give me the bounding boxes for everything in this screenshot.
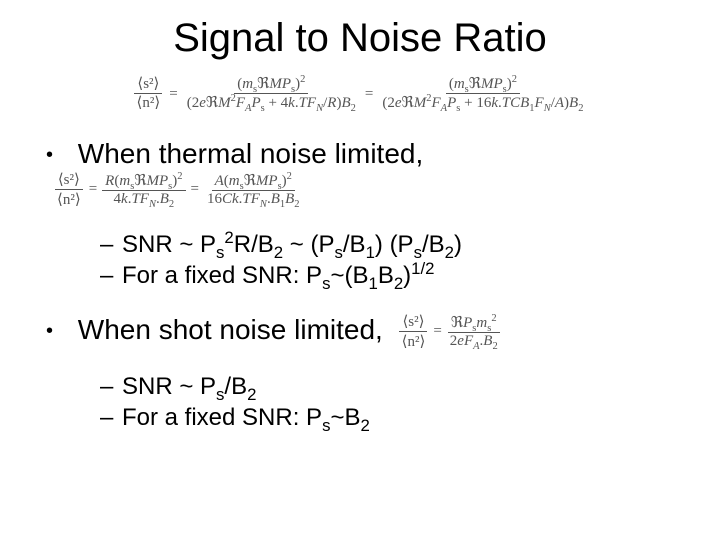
slide: Signal to Noise Ratio ⟨s²⟩ ⟨n²⟩ = (msℜMP… [0,0,720,540]
bullet-shot: When shot noise limited, ⟨s²⟩ ⟨n²⟩ = ℜPs… [46,312,680,432]
thermal-sub-1: SNR ~ Ps2R/B2 ~ (Ps/B1) (Ps/B2) [100,231,680,259]
main-equation: ⟨s²⟩ ⟨n²⟩ = (msℜMPs)2 (2eℜM2FAPs + 4k.TF… [40,75,680,112]
shot-sub-2: For a fixed SNR: Ps~B2 [100,404,680,432]
bullet-list: When thermal noise limited, ⟨s²⟩ ⟨n²⟩ = … [46,138,680,432]
slide-title: Signal to Noise Ratio [40,16,680,61]
shot-sublist: SNR ~ Ps/B2 For a fixed SNR: Ps~B2 [100,373,680,432]
shot-sub-1: SNR ~ Ps/B2 [100,373,680,401]
eq-mid-den: (2eℜM2FAPs + 4k.TFN/R)B2 [184,94,359,112]
eq-lhs-num: ⟨s²⟩ [134,75,162,94]
eq-mid-num: (msℜMPs)2 [234,75,308,94]
thermal-sublist: SNR ~ Ps2R/B2 ~ (Ps/B1) (Ps/B2) For a fi… [100,231,680,290]
bullet-thermal: When thermal noise limited, ⟨s²⟩ ⟨n²⟩ = … [46,138,680,290]
bullet-thermal-text: When thermal noise limited, [78,138,423,169]
shot-equation: ⟨s²⟩ ⟨n²⟩ = ℜPsms2 2eFA.B2 [399,312,501,351]
thermal-equation: ⟨s²⟩ ⟨n²⟩ = R(msℜMPs)2 4k.TFN.B2 = A(msℜ… [54,170,303,209]
bullet-shot-text: When shot noise limited, [78,314,383,345]
eq-right-den: (2eℜM2FAPs + 16k.TCB1FN/A)B2 [379,94,586,112]
eq-right-num: (msℜMPs)2 [446,75,520,94]
eq-lhs-den: ⟨n²⟩ [134,94,164,112]
thermal-sub-2: For a fixed SNR: Ps~(B1B2)1/2 [100,262,680,290]
